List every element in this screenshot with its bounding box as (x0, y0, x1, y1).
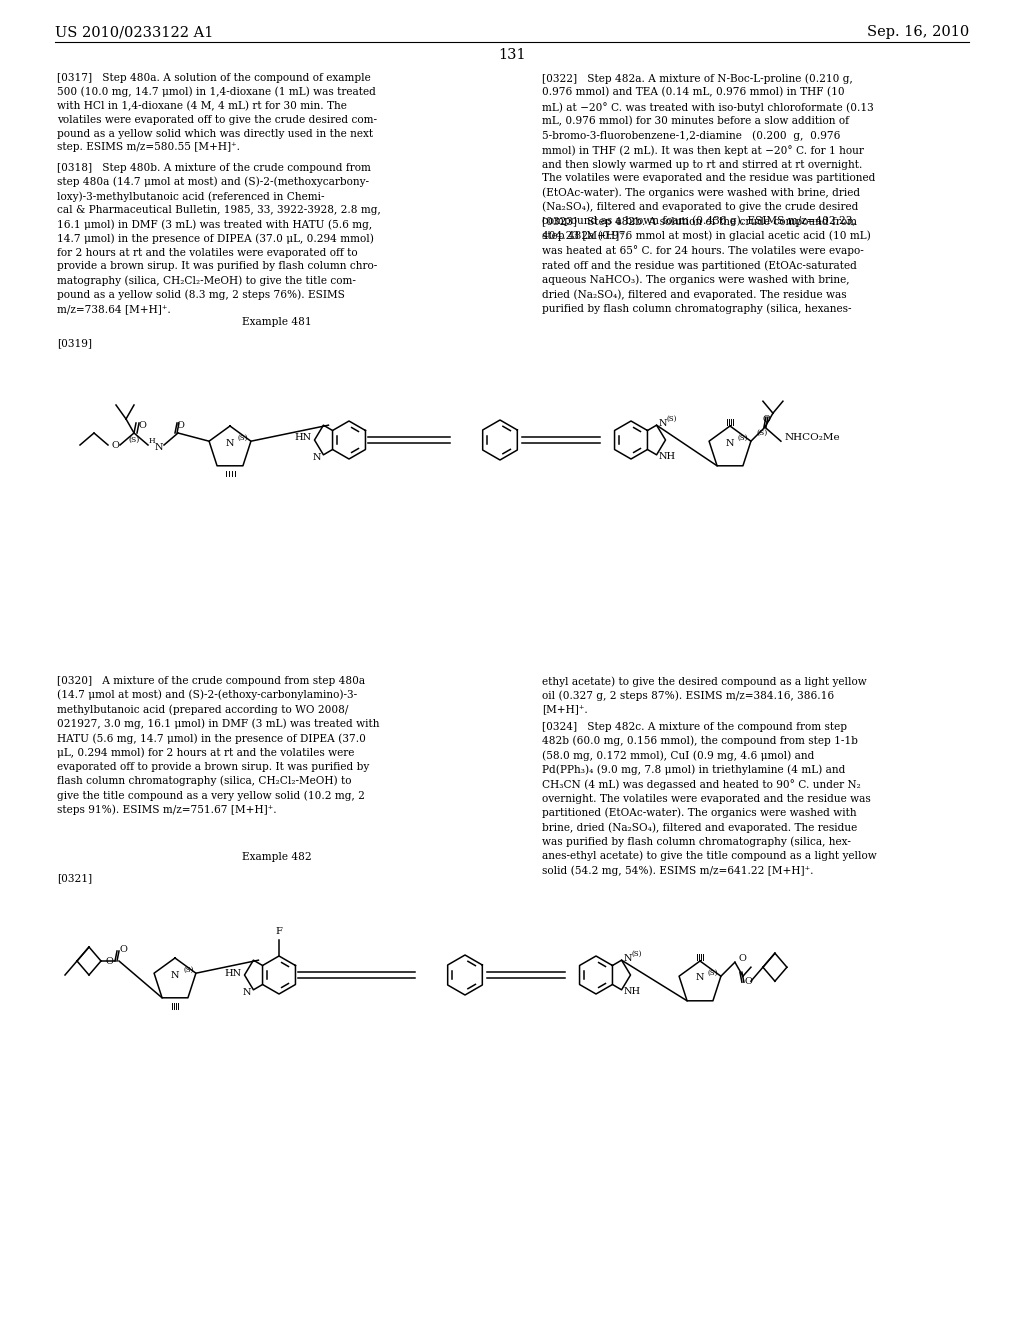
Text: [0324]   Step 482c. A mixture of the compound from step
482b (60.0 mg, 0.156 mmo: [0324] Step 482c. A mixture of the compo… (542, 722, 877, 875)
Text: [0323]   Step 482b. A solution of the crude compound from
step 482a (0.976 mmol : [0323] Step 482b. A solution of the crud… (542, 216, 870, 314)
Text: Example 481: Example 481 (243, 317, 312, 327)
Text: 131: 131 (499, 48, 525, 62)
Text: N: N (726, 438, 734, 447)
Text: HN: HN (224, 969, 242, 978)
Text: N: N (155, 442, 164, 451)
Text: O: O (763, 414, 771, 424)
Text: (S): (S) (738, 434, 749, 442)
Text: (S): (S) (632, 950, 642, 958)
Text: O: O (739, 954, 746, 962)
Text: NH: NH (658, 453, 676, 461)
Text: Example 482: Example 482 (243, 851, 312, 862)
Text: O: O (119, 945, 127, 953)
Text: N: N (171, 970, 179, 979)
Text: O: O (744, 977, 753, 986)
Text: [0319]: [0319] (57, 338, 92, 348)
Text: O: O (106, 957, 114, 965)
Text: H: H (148, 437, 156, 445)
Text: N: N (695, 974, 705, 982)
Text: N: N (313, 453, 322, 462)
Text: (S): (S) (708, 969, 719, 977)
Text: (S): (S) (757, 429, 768, 437)
Text: O: O (112, 441, 120, 450)
Text: US 2010/0233122 A1: US 2010/0233122 A1 (55, 25, 213, 40)
Text: [0318]   Step 480b. A mixture of the crude compound from
step 480a (14.7 μmol at: [0318] Step 480b. A mixture of the crude… (57, 162, 381, 314)
Text: NHCO₂Me: NHCO₂Me (785, 433, 841, 442)
Text: O: O (176, 421, 184, 429)
Text: NH: NH (624, 987, 641, 997)
Text: O: O (138, 421, 146, 429)
Text: N: N (624, 953, 632, 962)
Text: (S): (S) (183, 966, 194, 974)
Text: [0321]: [0321] (57, 873, 92, 883)
Text: HN: HN (294, 433, 311, 442)
Text: (S): (S) (128, 436, 139, 444)
Text: ethyl acetate) to give the desired compound as a light yellow
oil (0.327 g, 2 st: ethyl acetate) to give the desired compo… (542, 676, 866, 714)
Text: Sep. 16, 2010: Sep. 16, 2010 (866, 25, 969, 40)
Text: [0317]   Step 480a. A solution of the compound of example
500 (10.0 mg, 14.7 μmo: [0317] Step 480a. A solution of the comp… (57, 73, 377, 152)
Text: (S): (S) (667, 416, 677, 424)
Text: [0320]   A mixture of the crude compound from step 480a
(14.7 μmol at most) and : [0320] A mixture of the crude compound f… (57, 676, 380, 814)
Text: F: F (275, 927, 283, 936)
Text: (S): (S) (238, 434, 249, 442)
Text: N: N (658, 418, 667, 428)
Text: N: N (243, 989, 252, 998)
Text: [0322]   Step 482a. A mixture of N-Boc-L-proline (0.210 g,
0.976 mmol) and TEA (: [0322] Step 482a. A mixture of N-Boc-L-p… (542, 73, 876, 240)
Text: N: N (225, 438, 234, 447)
